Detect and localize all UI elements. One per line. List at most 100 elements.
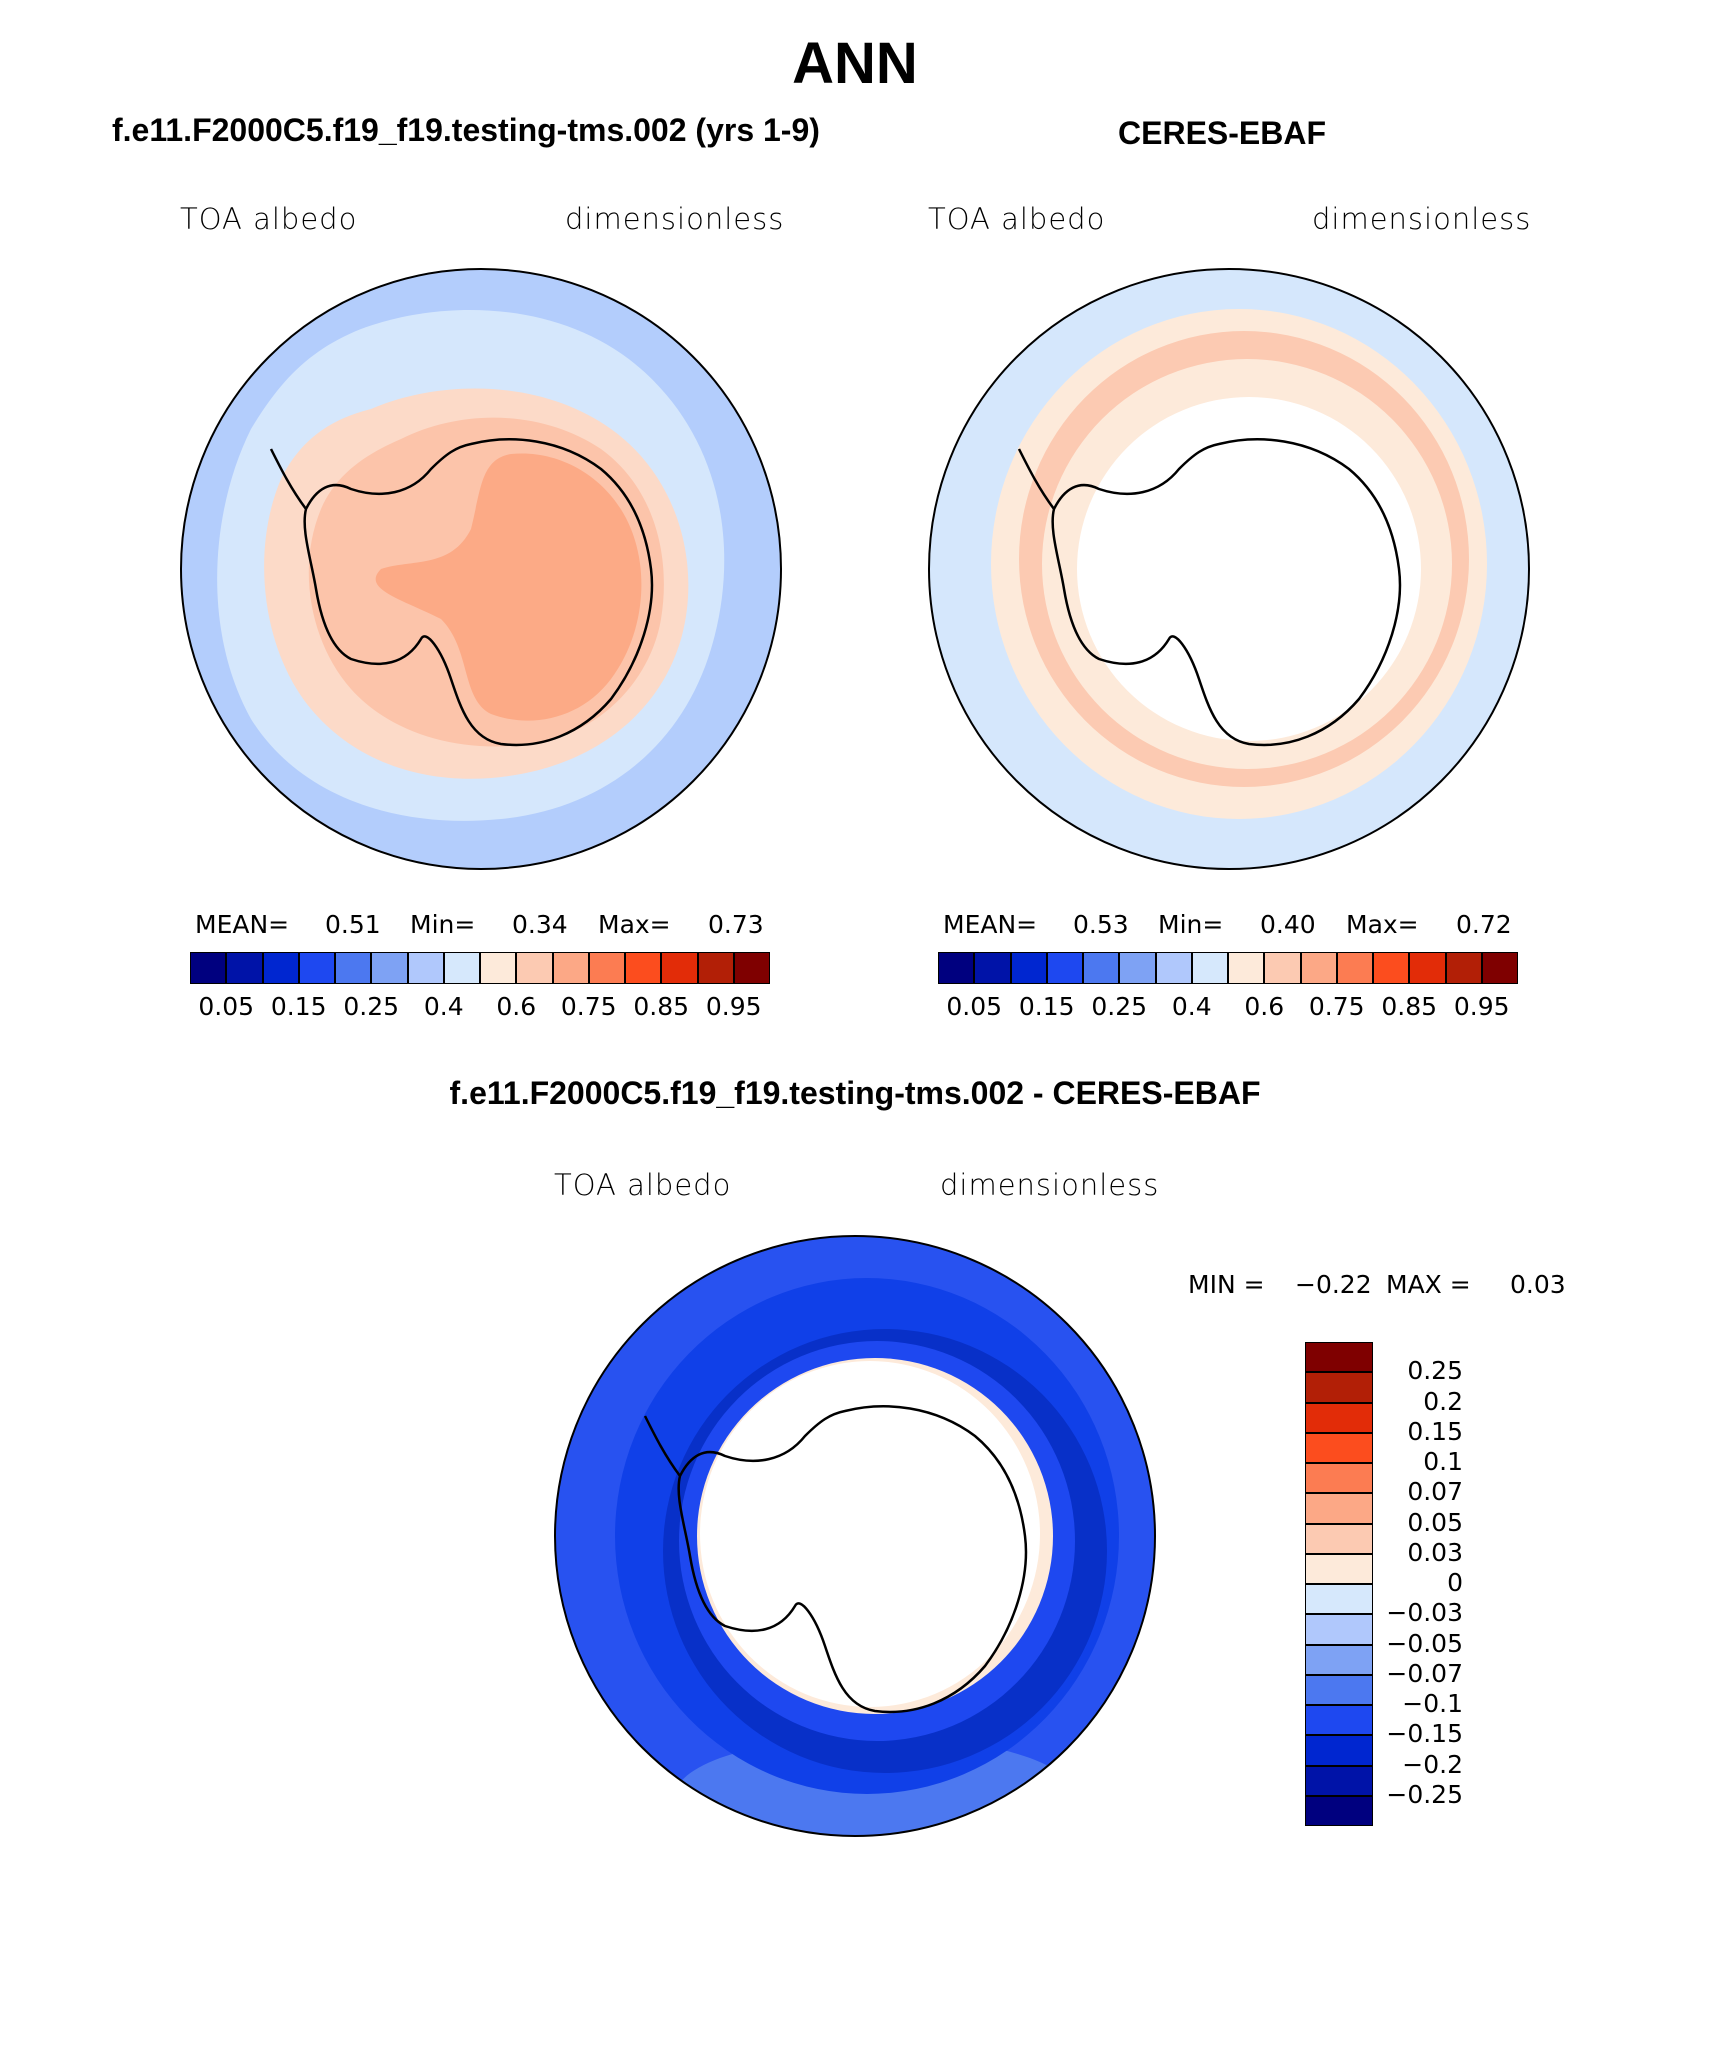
colorbar-tick-label: 0.75 <box>1308 992 1365 1021</box>
colorbar-tick-label: −0.03 <box>1386 1598 1463 1628</box>
colorbar-swatch <box>1305 1402 1373 1433</box>
panel-obs-max-label: Max= <box>1346 910 1419 939</box>
figure-title: ANN <box>792 31 918 96</box>
colorbar-swatch <box>1305 1674 1373 1705</box>
panel-model-mean-label: MEAN= <box>195 910 290 939</box>
colorbar-swatch <box>938 952 975 984</box>
colorbar-swatch <box>335 952 372 984</box>
colorbar-tick-label: 0.4 <box>1171 992 1212 1021</box>
panel-obs-min-label: Min= <box>1158 910 1224 939</box>
colorbar-swatch <box>1305 1493 1373 1524</box>
panel-obs-colorbar-ticks: 0.05 0.15 0.25 0.4 0.6 0.75 0.85 0.95 <box>938 992 1518 1022</box>
panel-obs-map <box>928 268 1530 870</box>
colorbar-swatch <box>190 952 227 984</box>
colorbar-swatch <box>552 952 589 984</box>
colorbar-tick-label: 0.95 <box>705 992 762 1021</box>
panel-obs-colorbar <box>938 952 1518 984</box>
colorbar-swatch <box>1481 952 1518 984</box>
colorbar-swatch <box>516 952 553 984</box>
colorbar-swatch <box>226 952 263 984</box>
colorbar-swatch <box>974 952 1011 984</box>
colorbar-swatch <box>1305 1372 1373 1403</box>
obs-coastline <box>1017 438 1402 747</box>
colorbar-swatch <box>1409 952 1446 984</box>
panel-model-title: f.e11.F2000C5.f19_f19.testing-tms.002 (y… <box>112 112 820 148</box>
colorbar-tick-label: 0.05 <box>198 992 255 1021</box>
colorbar-swatch <box>480 952 517 984</box>
colorbar-tick-label: 0.85 <box>633 992 690 1021</box>
colorbar-swatch <box>443 952 480 984</box>
panel-obs-min: 0.40 <box>1260 910 1316 939</box>
panel-model-colorbar-ticks: 0.05 0.15 0.25 0.4 0.6 0.75 0.85 0.95 <box>190 992 770 1022</box>
colorbar-swatch <box>1305 1614 1373 1645</box>
panel-diff-max: 0.03 <box>1510 1270 1566 1299</box>
colorbar-tick-label: −0.1 <box>1402 1689 1463 1718</box>
colorbar-swatch <box>625 952 662 984</box>
panel-diff-min: −0.22 <box>1295 1270 1372 1299</box>
panel-model-variable: TOA albedo <box>180 202 358 236</box>
colorbar-swatch <box>1445 952 1482 984</box>
panel-diff-units: dimensionless <box>940 1168 1160 1202</box>
colorbar-tick-label: −0.15 <box>1386 1719 1463 1749</box>
colorbar-swatch <box>298 952 335 984</box>
panel-model-mean: 0.51 <box>325 910 381 939</box>
panel-model-units: dimensionless <box>565 202 785 236</box>
colorbar-tick-label: 0 <box>1447 1568 1463 1597</box>
panel-diff-title: f.e11.F2000C5.f19_f19.testing-tms.002 - … <box>449 1075 1261 1111</box>
colorbar-tick-label: 0.25 <box>1407 1356 1463 1386</box>
colorbar-swatch <box>697 952 734 984</box>
colorbar-tick-label: 0.15 <box>1407 1416 1463 1446</box>
panel-diff-max-label: MAX = <box>1386 1270 1471 1299</box>
colorbar-swatch <box>1305 1584 1373 1615</box>
colorbar-swatch <box>733 952 770 984</box>
panel-obs-max: 0.72 <box>1456 910 1512 939</box>
panel-model-max-label: Max= <box>598 910 671 939</box>
panel-obs-units: dimensionless <box>1312 202 1532 236</box>
panel-diff-map <box>554 1235 1156 1837</box>
diff-coastline <box>643 1405 1028 1714</box>
colorbar-swatch <box>1305 1705 1373 1736</box>
colorbar-swatch <box>1119 952 1156 984</box>
colorbar-swatch <box>1305 1765 1373 1796</box>
colorbar-tick-label: −0.07 <box>1386 1658 1463 1688</box>
colorbar-swatch <box>1336 952 1373 984</box>
colorbar-tick-label: 0.1 <box>1423 1447 1463 1476</box>
colorbar-swatch <box>1083 952 1120 984</box>
panel-model-min: 0.34 <box>512 910 568 939</box>
colorbar-swatch <box>1264 952 1301 984</box>
colorbar-swatch <box>1373 952 1410 984</box>
colorbar-tick-label: 0.25 <box>1091 992 1148 1021</box>
panel-obs-mean-label: MEAN= <box>943 910 1038 939</box>
colorbar-tick-label: −0.05 <box>1386 1628 1463 1658</box>
colorbar-swatch <box>1046 952 1083 984</box>
panel-model-min-label: Min= <box>410 910 476 939</box>
colorbar-tick-label: 0.07 <box>1407 1477 1463 1507</box>
model-interior-albedo <box>375 453 642 721</box>
colorbar-tick-label: 0.6 <box>1244 992 1285 1021</box>
obs-no-data <box>1077 397 1421 741</box>
colorbar-swatch <box>1305 1523 1373 1554</box>
colorbar-swatch <box>1305 1795 1373 1826</box>
colorbar-tick-label: 0.05 <box>946 992 1003 1021</box>
colorbar-tick-label: 0.25 <box>343 992 400 1021</box>
colorbar-tick-label: 0.75 <box>560 992 617 1021</box>
panel-obs-mean: 0.53 <box>1073 910 1129 939</box>
colorbar-tick-label: −0.2 <box>1402 1749 1463 1779</box>
colorbar-tick-label: 0.2 <box>1423 1386 1463 1416</box>
colorbar-tick-label: 0.95 <box>1453 992 1510 1021</box>
colorbar-swatch <box>1305 1735 1373 1766</box>
colorbar-swatch <box>1228 952 1265 984</box>
colorbar-swatch <box>1305 1644 1373 1675</box>
colorbar-swatch <box>1191 952 1228 984</box>
panel-diff-colorbar <box>1305 1342 1373 1826</box>
colorbar-tick-label: 0.15 <box>1018 992 1075 1021</box>
panel-obs-variable: TOA albedo <box>928 202 1106 236</box>
colorbar-swatch <box>588 952 625 984</box>
panel-model-map <box>180 268 782 870</box>
colorbar-tick-label: 0.85 <box>1381 992 1438 1021</box>
colorbar-tick-label: 0.03 <box>1407 1537 1463 1567</box>
colorbar-swatch <box>1300 952 1337 984</box>
colorbar-swatch <box>661 952 698 984</box>
colorbar-tick-label: 0.6 <box>496 992 537 1021</box>
colorbar-swatch <box>1155 952 1192 984</box>
